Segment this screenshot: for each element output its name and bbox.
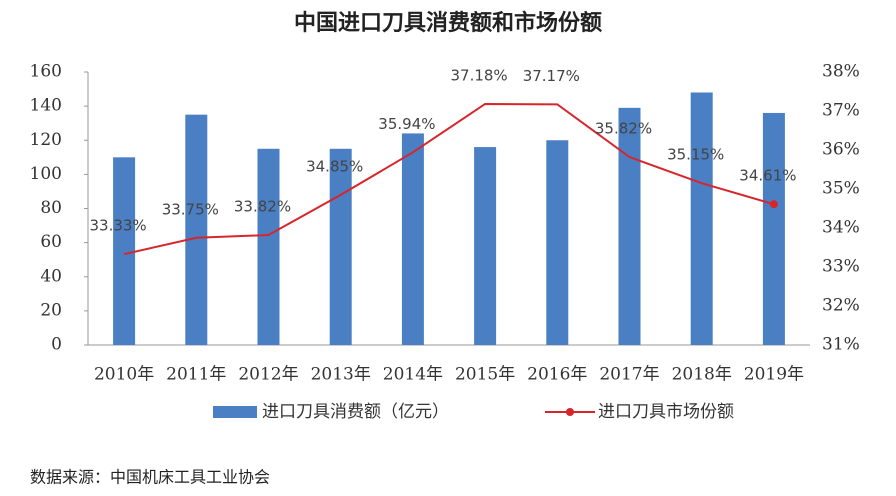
data-label: 34.61% <box>739 167 796 185</box>
y2-tick-label: 35% <box>822 179 860 199</box>
y2-tick-label: 34% <box>822 218 860 238</box>
data-label: 33.33% <box>89 217 146 235</box>
y2-tick-label: 33% <box>822 257 860 277</box>
line-marker <box>769 200 778 209</box>
x-tick-label: 2017年 <box>599 365 659 385</box>
x-tick-label: 2011年 <box>166 365 226 385</box>
line <box>123 102 775 256</box>
x-tick-label: 2015年 <box>455 365 515 385</box>
bar <box>474 147 497 345</box>
source-note: 数据来源：中国机床工具工业协会 <box>30 468 270 487</box>
y-tick-label: 120 <box>30 130 62 150</box>
data-label: 35.94% <box>378 115 435 133</box>
y-tick-label: 20 <box>40 300 62 320</box>
bar <box>690 92 713 345</box>
y-tick-label: 80 <box>40 198 62 218</box>
y2-tick-label: 32% <box>822 296 860 316</box>
data-label: 33.82% <box>234 198 291 216</box>
x-tick-label: 2013年 <box>311 365 371 385</box>
y2-tick-label: 38% <box>822 62 860 82</box>
x-tick-label: 2016年 <box>527 365 587 385</box>
data-label: 37.18% <box>450 66 507 84</box>
legend-label: 进口刀具消费额（亿元） <box>262 402 449 422</box>
x-tick-label: 2019年 <box>744 365 804 385</box>
bar <box>546 140 569 345</box>
data-label: 34.85% <box>306 157 363 175</box>
y2-tick-label: 31% <box>822 335 860 355</box>
x-tick-label: 2012年 <box>238 365 298 385</box>
bar <box>257 148 280 345</box>
legend-label: 进口刀具市场份额 <box>598 402 734 422</box>
y-tick-label: 140 <box>30 96 62 116</box>
data-label: 35.15% <box>667 146 724 164</box>
y-tick-label: 40 <box>40 266 62 286</box>
y-tick-label: 60 <box>40 232 62 252</box>
y-tick-label: 160 <box>30 62 62 82</box>
data-label: 35.82% <box>595 120 652 138</box>
bar <box>762 112 785 345</box>
bar <box>113 157 136 345</box>
x-tick-label: 2014年 <box>383 365 443 385</box>
legend-swatch <box>566 408 574 416</box>
y2-tick-label: 36% <box>822 140 860 160</box>
data-label: 33.75% <box>162 200 219 218</box>
y-tick-label: 100 <box>30 164 62 184</box>
x-tick-label: 2010年 <box>94 365 154 385</box>
bar <box>401 133 424 345</box>
x-tick-label: 2018年 <box>672 365 732 385</box>
bar <box>185 114 208 345</box>
y-tick-label: 0 <box>51 335 62 355</box>
legend-swatch <box>213 406 257 418</box>
bar <box>329 148 352 345</box>
y2-tick-label: 37% <box>822 101 860 121</box>
chart-title: 中国进口刀具消费额和市场份额 <box>294 10 602 36</box>
bar <box>618 107 641 345</box>
data-label: 37.17% <box>523 67 580 85</box>
